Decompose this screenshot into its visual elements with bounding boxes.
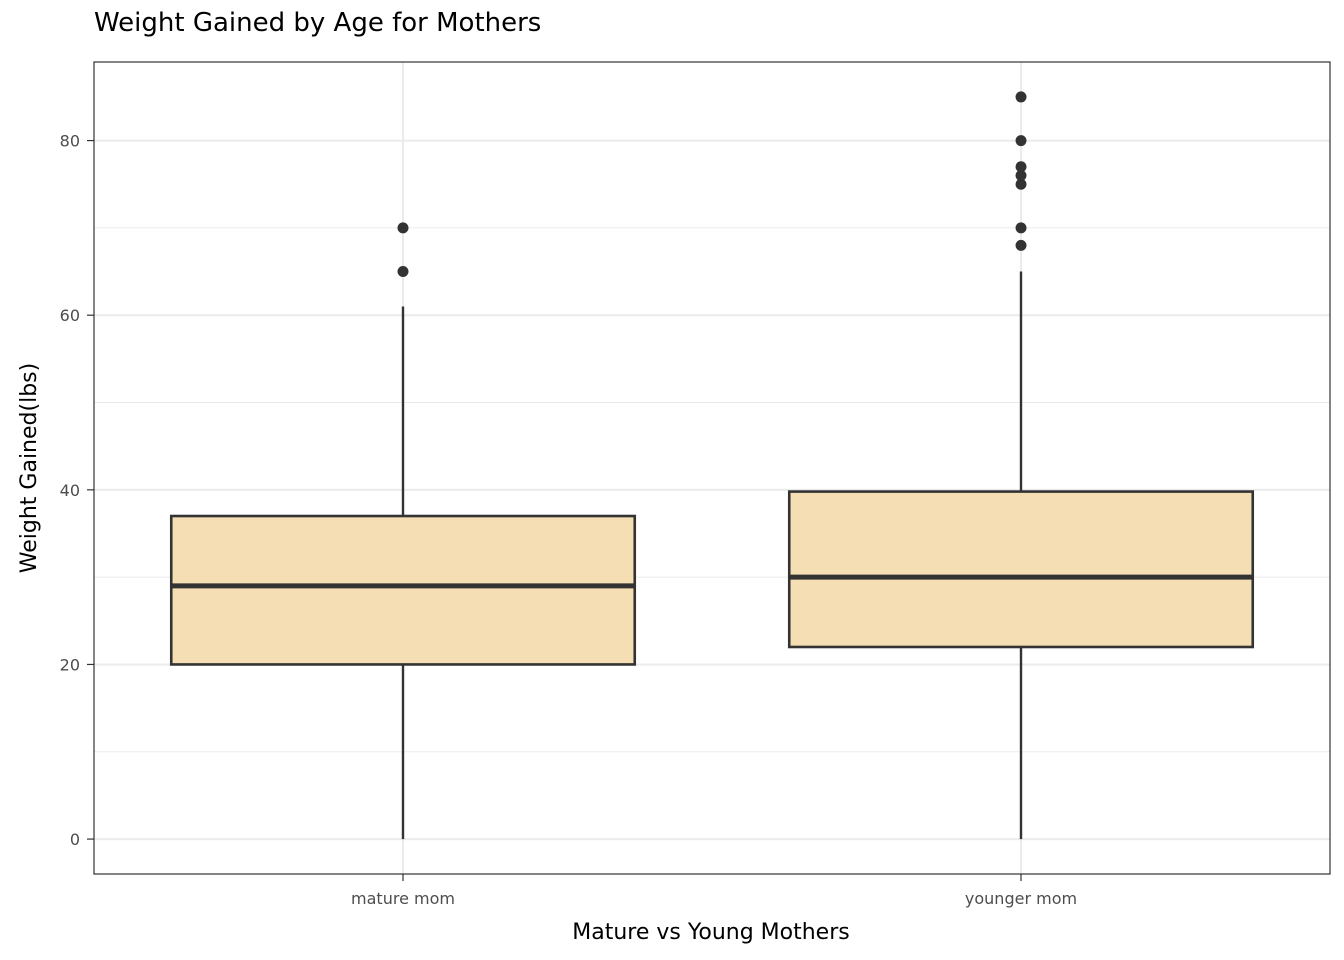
x-tick-label: younger mom (965, 889, 1077, 908)
outlier-point (1015, 239, 1027, 251)
box-group (169, 222, 637, 840)
outlier-point (1015, 222, 1027, 234)
y-tick-label: 40 (60, 481, 80, 500)
box (787, 490, 1255, 649)
y-tick-label: 60 (60, 306, 80, 325)
outlier-point (1015, 161, 1027, 173)
boxes-layer (169, 91, 1255, 840)
y-tick-label: 0 (70, 830, 80, 849)
x-axis: mature mom younger mom (351, 874, 1077, 908)
x-tick-label: mature mom (351, 889, 455, 908)
outlier-point (397, 266, 409, 278)
outlier-point (1015, 178, 1027, 190)
box (169, 514, 637, 666)
chart-title: Weight Gained by Age for Mothers (94, 8, 542, 38)
plot-panel (94, 62, 1330, 874)
x-axis-title: Mature vs Young Mothers (572, 920, 849, 945)
y-axis-title: Weight Gained(lbs) (17, 363, 42, 573)
outlier-point (397, 222, 409, 234)
outlier-point (1015, 170, 1027, 182)
outlier-point (1015, 91, 1027, 103)
y-axis: 0 20 40 60 80 (60, 132, 94, 849)
outlier-point (1015, 135, 1027, 147)
y-tick-label: 80 (60, 132, 80, 151)
panel-border (93, 61, 1331, 875)
box-group (787, 91, 1255, 840)
y-tick-label: 20 (60, 655, 80, 674)
